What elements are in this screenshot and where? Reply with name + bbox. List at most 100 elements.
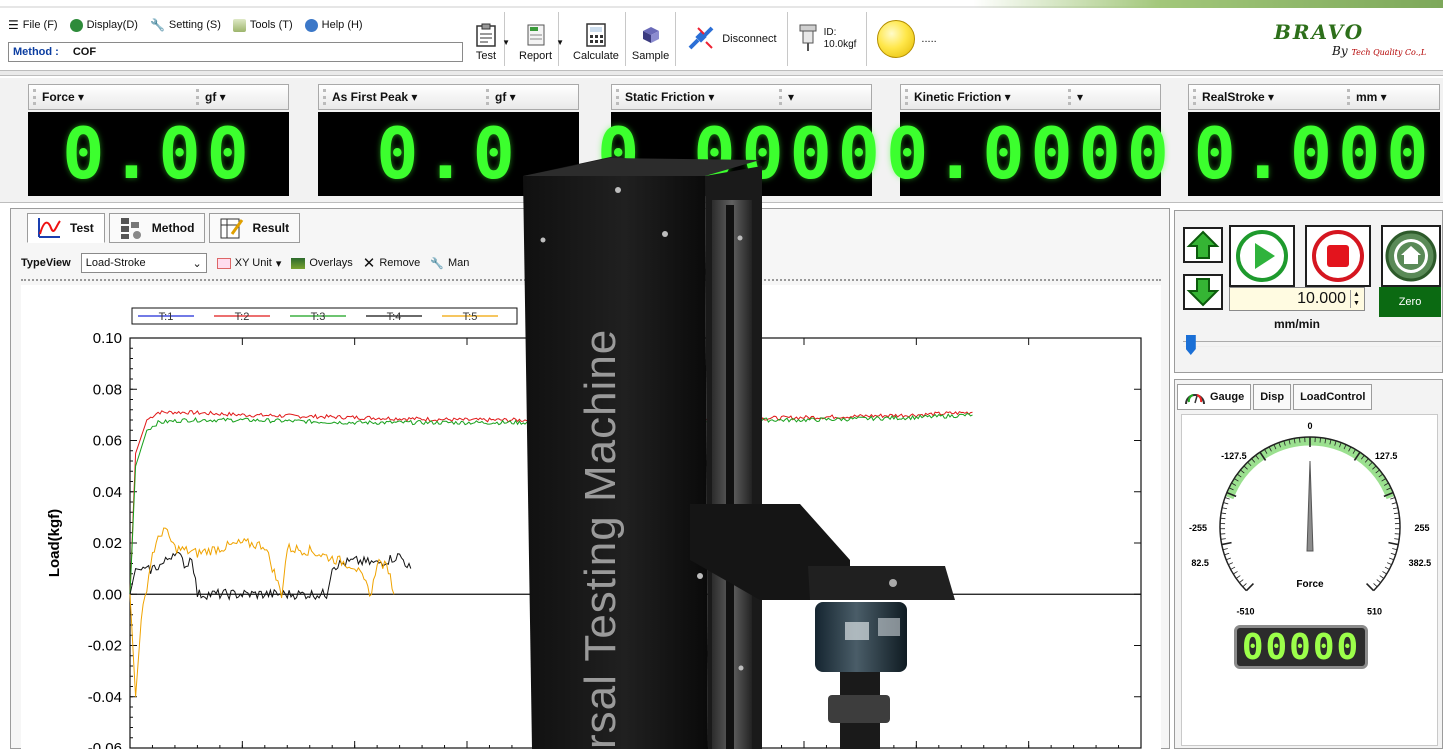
tab-load-control[interactable]: LoadControl <box>1293 384 1373 410</box>
load-cell-icon <box>798 23 818 56</box>
y-axis-label: Load(kgf) <box>46 509 63 577</box>
tab-result[interactable]: Result <box>209 213 301 243</box>
panel-name-dropdown[interactable]: RealStroke ▾ <box>1193 89 1347 105</box>
gauge-tick <box>1353 451 1361 461</box>
gauge-tick <box>1319 437 1321 443</box>
toolbar: Test ▼ Report ▼ Calculate Sample Disconn… <box>468 12 947 66</box>
method-field[interactable]: Method : COF <box>8 42 463 62</box>
sample-button[interactable]: Sample <box>626 12 677 66</box>
gauge-tick <box>1220 538 1226 540</box>
chevron-down-icon[interactable]: ▼ <box>556 38 565 47</box>
calculator-icon <box>584 23 608 47</box>
gauge-tick <box>1293 438 1296 444</box>
menu-setting[interactable]: 🔧 Setting (S) <box>150 18 221 32</box>
panel-unit-dropdown[interactable]: ▾ <box>1068 89 1160 105</box>
gauge-tick <box>1389 557 1394 561</box>
panel-unit-dropdown[interactable]: gf ▾ <box>196 89 288 105</box>
speed-value: 10.000 <box>1297 290 1346 307</box>
panel-name-dropdown[interactable]: Static Friction ▾ <box>616 89 779 105</box>
gauge-tick <box>1240 469 1245 474</box>
gauge-tick <box>1228 487 1234 491</box>
disconnect-button[interactable]: Disconnect <box>676 12 788 66</box>
panel-value: 0.0000 <box>886 113 1175 195</box>
speed-slider-track[interactable] <box>1183 341 1441 347</box>
menu-display[interactable]: Display(D) <box>69 18 138 32</box>
menu-tools-label: Tools (T) <box>249 19 293 31</box>
menu-help[interactable]: Help (H) <box>304 18 363 32</box>
report-button[interactable]: Report ▼ <box>513 12 564 66</box>
status-lamp-text: ..... <box>921 33 937 45</box>
speed-slider-handle[interactable] <box>1185 335 1196 355</box>
tab-method[interactable]: Method <box>108 213 206 243</box>
home-button[interactable] <box>1381 225 1441 287</box>
speed-spinner[interactable]: ▲ ▼ <box>1350 290 1362 308</box>
gauge-tick <box>1221 541 1232 546</box>
tab-load-control-label: LoadControl <box>1300 391 1366 403</box>
menu-file[interactable]: ☰ File (F) <box>8 18 58 32</box>
start-button[interactable] <box>1229 225 1295 287</box>
test-button[interactable]: Test ▼ <box>468 12 510 66</box>
panel-header: As First Peak ▾ gf ▾ <box>318 84 579 110</box>
gauge-tick <box>1387 562 1392 566</box>
y-tick-label: -0.02 <box>88 638 122 655</box>
gauge-tick <box>1230 566 1236 570</box>
brand-logo: BRAVO By Tech Quality Co.,L <box>1262 18 1442 64</box>
chevron-down-icon[interactable]: ▼ <box>502 38 510 47</box>
legend-label: T:3 <box>311 311 326 323</box>
tab-disp[interactable]: Disp <box>1253 384 1292 410</box>
manual-button[interactable]: 🔧 Man <box>430 257 469 270</box>
arrow-down-icon <box>1186 278 1220 307</box>
y-tick-label: 0.00 <box>93 586 122 603</box>
tab-gauge-label: Gauge <box>1210 391 1245 403</box>
gauge-tick <box>1390 497 1396 500</box>
panel-unit-dropdown[interactable]: ▾ <box>779 89 871 105</box>
zero-button[interactable]: Zero <box>1379 287 1441 317</box>
gauge-icon <box>1185 394 1205 405</box>
xy-unit-icon <box>216 257 231 269</box>
xy-unit-label: XY Unit <box>234 257 272 269</box>
speed-input[interactable]: 10.000 ▲ ▼ <box>1229 287 1365 311</box>
method-icon <box>120 218 141 239</box>
menu-tools[interactable]: Tools (T) <box>232 18 293 32</box>
panel-kinetic-friction: Kinetic Friction ▾ ▾ 0.0000 <box>886 84 1169 199</box>
typeview-select[interactable]: Load-Stroke ⌄ <box>80 253 207 273</box>
legend-label: T:1 <box>159 311 174 323</box>
move-up-button[interactable] <box>1183 227 1223 263</box>
stop-button[interactable] <box>1305 225 1371 287</box>
gauge-tick <box>1334 440 1337 446</box>
tools-icon <box>232 18 246 32</box>
remove-button[interactable]: ✕ Remove <box>363 254 421 272</box>
legend-label: T:5 <box>463 311 478 323</box>
panel-header: Kinetic Friction ▾ ▾ <box>900 84 1161 110</box>
overlays-button[interactable]: Overlays <box>291 257 353 269</box>
gauge-tick <box>1388 541 1399 546</box>
move-down-button[interactable] <box>1183 274 1223 310</box>
gauge-tick <box>1368 461 1373 467</box>
typeview-label: TypeView <box>21 257 71 269</box>
report-button-label: Report <box>519 50 553 62</box>
sample-icon <box>639 23 663 47</box>
panel-name-dropdown[interactable]: As First Peak ▾ <box>323 89 486 105</box>
xy-unit-button[interactable]: XY Unit ▾ <box>216 257 281 270</box>
tab-gauge[interactable]: Gauge <box>1177 384 1252 410</box>
panel-unit-dropdown[interactable]: gf ▾ <box>486 89 578 105</box>
panel-unit-dropdown[interactable]: mm ▾ <box>1347 89 1439 105</box>
tab-test[interactable]: Test <box>27 213 105 243</box>
zero-button-label: Zero <box>1398 296 1422 308</box>
series-line-T5 <box>129 527 395 697</box>
gauge-scale-label: 82.5 <box>1191 558 1209 568</box>
calculate-button[interactable]: Calculate <box>567 12 626 66</box>
report-icon <box>524 23 548 47</box>
gauge-tick <box>1222 507 1228 510</box>
panel-name-dropdown[interactable]: Force ▾ <box>33 89 196 105</box>
menu-lines-icon: ☰ <box>8 18 19 32</box>
gauge-scale-label: 127.5 <box>1375 451 1398 461</box>
gauge-scale-label: -127.5 <box>1221 451 1247 461</box>
gauge-tick <box>1245 583 1254 592</box>
gauge-tick <box>1383 482 1389 486</box>
clipboard-icon <box>474 23 498 47</box>
legend-label: T:4 <box>387 311 402 323</box>
panel-name-dropdown[interactable]: Kinetic Friction ▾ <box>905 89 1068 105</box>
menu-file-label: File (F) <box>22 19 58 31</box>
gauge-tick <box>1394 538 1400 540</box>
